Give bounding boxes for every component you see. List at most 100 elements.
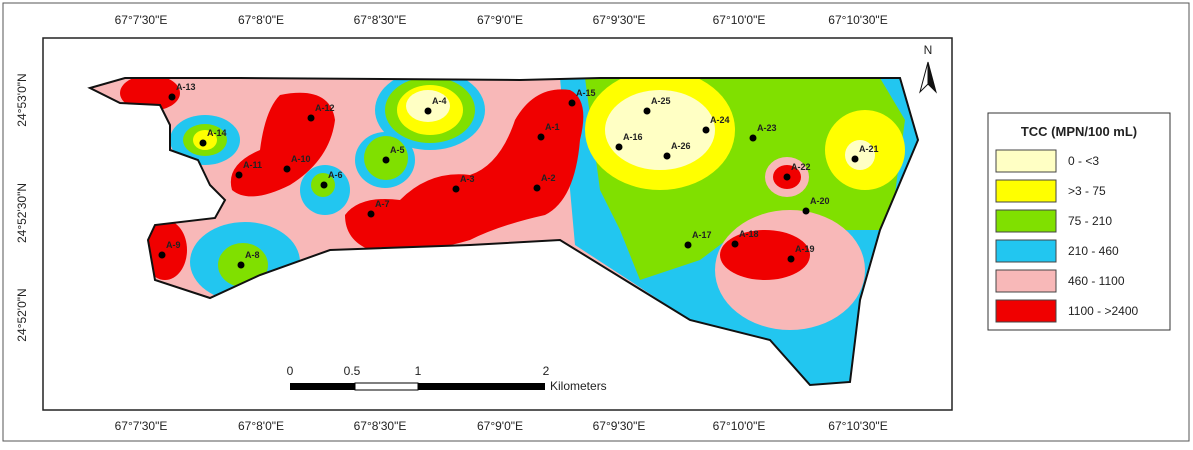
station-point bbox=[643, 107, 651, 115]
station-point bbox=[568, 99, 576, 107]
station-label: A-19 bbox=[795, 244, 815, 254]
station-label: A-9 bbox=[166, 240, 181, 250]
station-point bbox=[731, 240, 739, 248]
legend-label: 210 - 460 bbox=[1068, 244, 1119, 258]
station-label: A-24 bbox=[710, 115, 730, 125]
station-point bbox=[684, 241, 692, 249]
zone bbox=[406, 90, 450, 122]
legend-label: 460 - 1100 bbox=[1068, 274, 1125, 288]
station-label: A-11 bbox=[243, 160, 262, 170]
legend-swatch bbox=[995, 149, 1057, 173]
station-point bbox=[158, 251, 166, 259]
zone bbox=[605, 90, 715, 170]
station-point bbox=[787, 255, 795, 263]
zone bbox=[845, 140, 875, 170]
station-label: A-5 bbox=[390, 145, 405, 155]
legend-swatch bbox=[995, 269, 1057, 293]
station-label: A-10 bbox=[291, 154, 311, 164]
scale-tick-label: 2 bbox=[543, 364, 550, 378]
station-label: A-3 bbox=[460, 174, 475, 184]
station-label: A-26 bbox=[671, 141, 691, 151]
legend-swatch bbox=[995, 209, 1057, 233]
legend-label: 75 - 210 bbox=[1068, 214, 1112, 228]
station-label: A-25 bbox=[651, 96, 671, 106]
top-axis-label: 67°10'30"E bbox=[828, 13, 887, 27]
legend-label: 1100 - >2400 bbox=[1068, 304, 1138, 318]
station-point bbox=[199, 139, 207, 147]
top-axis-label: 67°9'30"E bbox=[593, 13, 646, 27]
station-point bbox=[749, 134, 757, 142]
station-label: A-8 bbox=[245, 250, 260, 260]
station-point bbox=[783, 173, 791, 181]
left-axis-label: 24°52'30"N bbox=[15, 183, 29, 243]
top-axis-label: 67°8'0"E bbox=[238, 13, 284, 27]
station-label: A-4 bbox=[432, 96, 447, 106]
legend-title: TCC (MPN/100 mL) bbox=[1021, 124, 1137, 139]
scale-unit: Kilometers bbox=[550, 379, 607, 393]
station-label: A-16 bbox=[623, 132, 643, 142]
station-point bbox=[168, 93, 176, 101]
station-label: A-20 bbox=[810, 196, 830, 206]
legend-swatch bbox=[995, 239, 1057, 263]
station-point bbox=[235, 171, 243, 179]
station-label: A-12 bbox=[315, 103, 335, 113]
station-point bbox=[615, 143, 623, 151]
legend-label: 0 - <3 bbox=[1068, 154, 1099, 168]
zone bbox=[193, 130, 217, 150]
zone bbox=[120, 78, 180, 111]
station-point bbox=[802, 207, 810, 215]
station-label: A-1 bbox=[545, 122, 560, 132]
bottom-axis-label: 67°10'0"E bbox=[713, 419, 766, 433]
left-axis-label: 24°53'0"N bbox=[15, 73, 29, 126]
station-label: A-23 bbox=[757, 123, 777, 133]
zone bbox=[345, 89, 584, 252]
station-point bbox=[537, 133, 545, 141]
station-point bbox=[320, 181, 328, 189]
station-label: A-18 bbox=[739, 229, 759, 239]
bottom-axis-label: 67°10'30"E bbox=[828, 419, 887, 433]
north-arrow: N bbox=[919, 43, 937, 94]
scale-tick-label: 0 bbox=[287, 364, 294, 378]
left-axis-label: 24°52'0"N bbox=[15, 288, 29, 341]
zone bbox=[720, 230, 810, 280]
bottom-axis-label: 67°8'30"E bbox=[354, 419, 407, 433]
legend-swatch bbox=[995, 179, 1057, 203]
station-label: A-15 bbox=[576, 88, 596, 98]
station-label: A-7 bbox=[375, 199, 390, 209]
legend-swatch bbox=[995, 299, 1057, 323]
bottom-axis-label: 67°9'0"E bbox=[477, 419, 523, 433]
station-point bbox=[237, 261, 245, 269]
scale-tick-label: 0.5 bbox=[344, 364, 361, 378]
station-label: A-2 bbox=[541, 173, 556, 183]
station-point bbox=[663, 152, 671, 160]
top-axis-label: 67°8'30"E bbox=[354, 13, 407, 27]
station-point bbox=[851, 155, 859, 163]
station-point bbox=[424, 107, 432, 115]
station-point bbox=[307, 114, 315, 122]
station-point bbox=[283, 165, 291, 173]
scale-bar bbox=[290, 382, 545, 391]
station-point bbox=[452, 185, 460, 193]
bottom-axis-label: 67°8'0"E bbox=[238, 419, 284, 433]
station-label: A-22 bbox=[791, 162, 811, 172]
station-point bbox=[702, 126, 710, 134]
north-label: N bbox=[924, 43, 933, 57]
top-axis-label: 67°10'0"E bbox=[713, 13, 766, 27]
station-label: A-14 bbox=[207, 128, 227, 138]
station-label: A-17 bbox=[692, 230, 712, 240]
scale-tick-label: 1 bbox=[415, 364, 422, 378]
legend-label: >3 - 75 bbox=[1068, 184, 1106, 198]
station-point bbox=[382, 156, 390, 164]
bottom-axis-label: 67°7'30"E bbox=[115, 419, 168, 433]
zone bbox=[143, 220, 187, 280]
station-point bbox=[533, 184, 541, 192]
station-label: A-21 bbox=[859, 144, 879, 154]
tcc-surface bbox=[90, 78, 918, 385]
station-point bbox=[367, 210, 375, 218]
station-label: A-13 bbox=[176, 82, 196, 92]
top-axis-label: 67°7'30"E bbox=[115, 13, 168, 27]
station-label: A-6 bbox=[328, 170, 343, 180]
top-axis-label: 67°9'0"E bbox=[477, 13, 523, 27]
